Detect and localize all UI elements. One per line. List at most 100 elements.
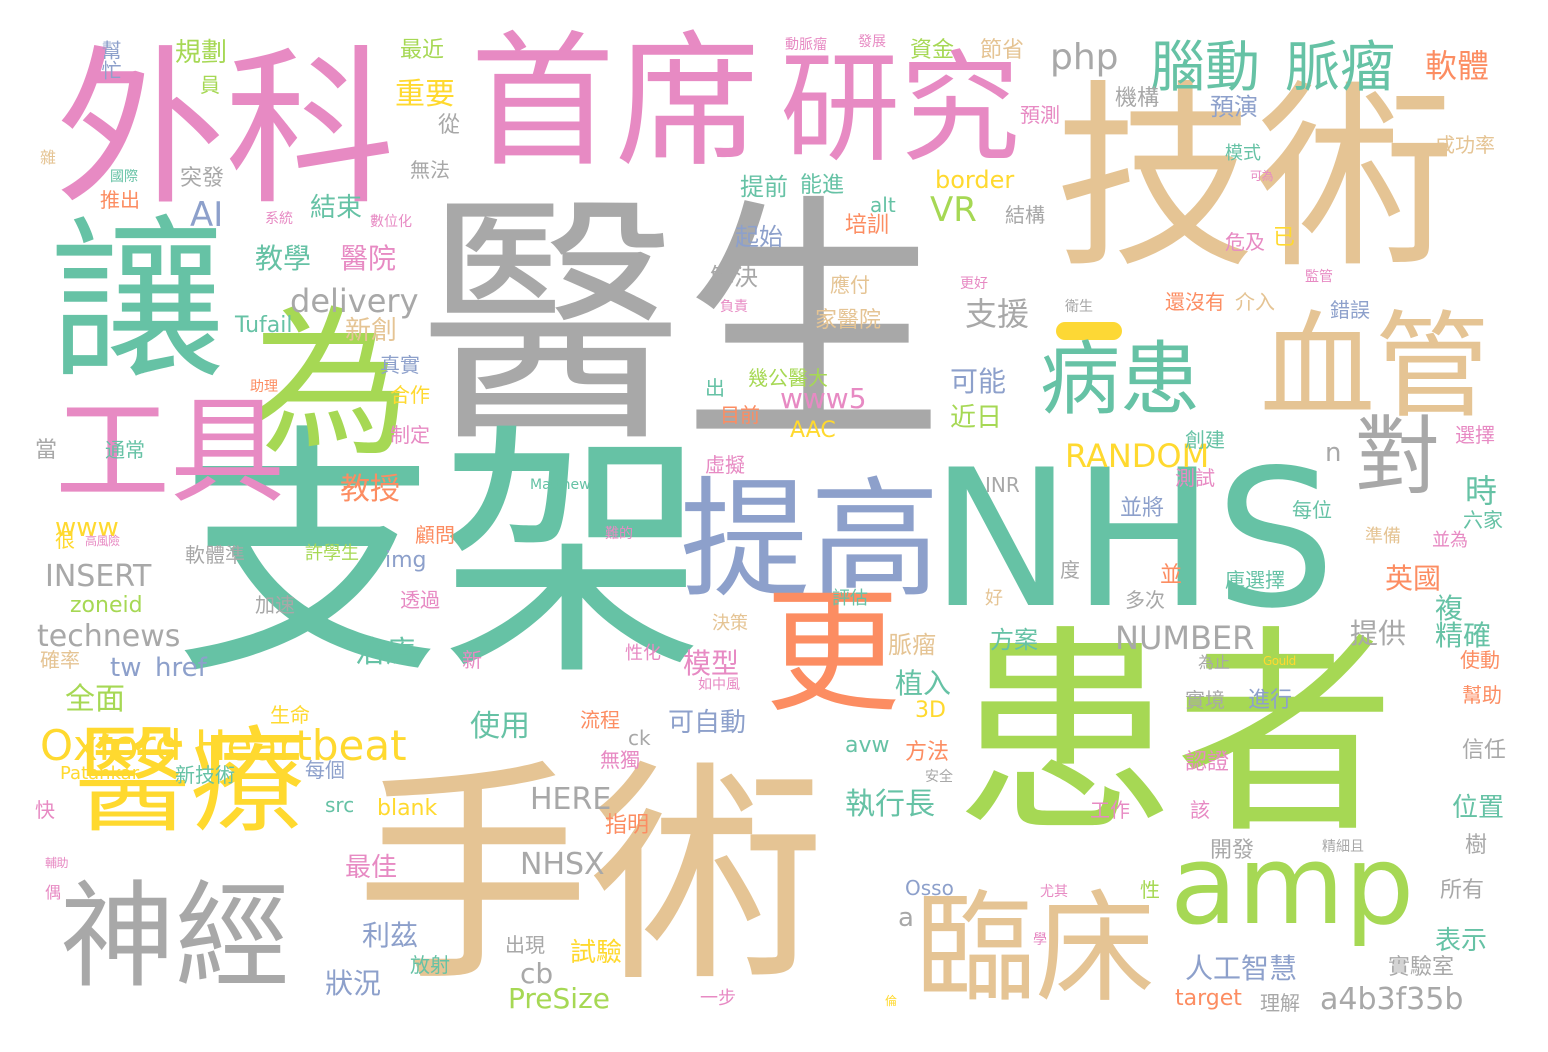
word: 脈瘤 [1285,40,1395,95]
word: 尤其 [1040,885,1068,899]
word: tw [110,655,141,681]
word: 使動 [1460,650,1500,670]
word: 庫選擇 [1225,570,1285,590]
word: 患者 [955,625,1395,845]
word: Patankar [60,765,139,783]
word: www5 [780,385,867,413]
word: 所有 [1440,880,1484,902]
word: 醫院 [340,245,396,273]
word: 植入 [895,670,951,698]
word: 制定 [390,425,430,445]
word: 對 [1355,415,1440,500]
word: zoneid [70,595,143,617]
word: 讓 [50,215,225,390]
word: 危及 [1225,232,1265,252]
word: 首席 [470,30,760,175]
word: 助理 [250,380,278,394]
word: 預測 [1020,105,1060,125]
word: 機構 [1115,88,1159,110]
word: 度 [1060,560,1080,580]
word: 規劃 [175,40,227,66]
word: 偶 [45,885,61,901]
word: 已 [1270,225,1292,247]
word: 研究 [780,50,1020,170]
word: 工作 [1090,800,1130,820]
word: 新創 [345,318,397,344]
word: Oxford Heartbeat [40,725,407,767]
word: 進行 [1248,690,1292,712]
word: 並 [1160,565,1182,587]
word: Matthew [530,478,591,492]
word: 無法 [410,160,450,180]
word: 許學生 [305,545,359,563]
word: AI [190,198,223,232]
word: INSERT [45,562,151,592]
word: 通常 [105,440,145,460]
word: 最佳 [345,855,397,881]
word: img [385,550,427,572]
word: 創建 [1185,430,1225,450]
word: 病患 [1040,340,1200,420]
word: 一步 [700,990,736,1008]
word: 雜 [40,150,56,166]
word: 如中風 [698,678,740,692]
word: 指明 [605,815,649,837]
word: 性化 [625,645,661,663]
word: 近日 [950,405,1002,431]
word: Gould [1263,655,1296,667]
word: 虛擬 [705,455,745,475]
word: 每位 [1292,500,1332,520]
word: 員 [200,75,220,95]
word: 家醫院 [815,310,881,332]
word: 模式 [1225,145,1261,163]
word: VR [930,193,977,227]
word: 測試 [1175,468,1215,488]
word: 解決 [710,265,758,289]
word: 節省 [980,40,1024,62]
word: 加速 [255,595,295,615]
word: 治療 [355,638,415,668]
word: 人工智慧 [1185,955,1297,983]
word: 目前 [720,405,760,425]
word: 準備 [1365,528,1401,546]
word: blank [377,798,437,820]
word: 位置 [1452,795,1504,821]
word: 幫助 [1462,685,1502,705]
word: 出現 [505,935,545,955]
word: 倫 [885,995,897,1007]
word: 幫忙 [100,40,120,80]
word: 提前 [740,175,788,199]
word: PreSize [508,985,610,1013]
word: 信任 [1462,740,1506,762]
word: 執行長 [845,790,935,820]
word: 國際 [110,170,138,184]
word: 快 [35,800,55,820]
word: 生命 [270,705,310,725]
word: 真實 [380,355,420,375]
word: 腦動 [1150,40,1260,95]
word: 數位化 [370,215,412,229]
word: 教授 [340,475,400,505]
word: delivery [290,285,419,317]
word: 英國 [1385,565,1441,593]
word: 能進 [800,175,844,197]
word: 結束 [310,195,362,221]
word: 使用 [470,712,530,742]
word: 並為 [1432,532,1468,550]
word: 最近 [400,40,444,62]
word: 可為 [1250,170,1273,182]
word: INR [985,475,1020,495]
word: 狀況 [325,970,381,998]
word: 六家 [1463,510,1503,530]
word: 負責 [720,300,748,314]
word: HERE [530,785,611,815]
word: Tufail [235,315,293,337]
word: 多次 [1125,590,1165,610]
word: 很 [55,530,75,550]
word: 為止 [1198,655,1230,671]
word: 培訓 [845,215,889,237]
word: 決策 [712,615,748,633]
word: 全面 [65,685,125,715]
word: 軟體準 [185,545,245,565]
